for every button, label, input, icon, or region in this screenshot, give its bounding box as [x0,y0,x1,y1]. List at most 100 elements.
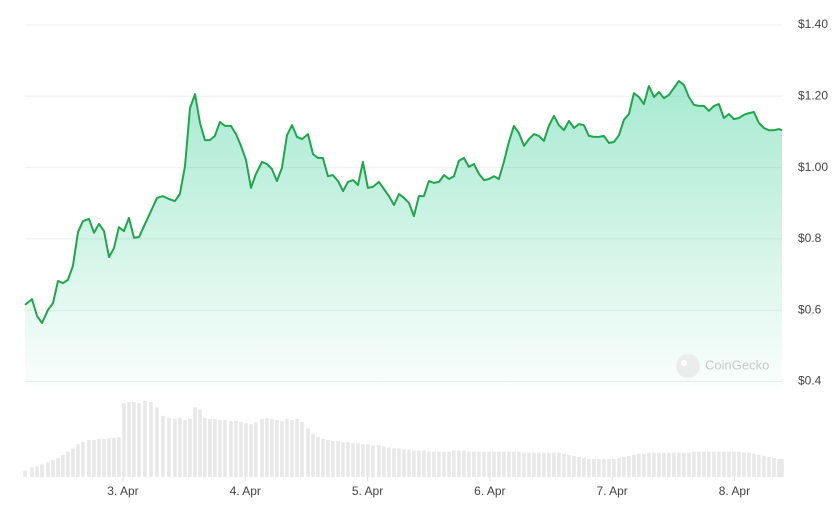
volume-bar [477,451,481,477]
volume-bar [732,451,736,477]
volume-bar [567,454,571,477]
volume-bar [244,423,248,477]
volume-bar [412,450,416,477]
volume-bar [87,440,91,477]
volume-bar [193,407,197,477]
price-line [24,80,783,324]
volume-bar [127,402,131,477]
volume-bar [667,452,671,477]
volume-bar [71,448,75,477]
volume-bar [597,459,601,477]
volume-bar [249,424,253,477]
volume-bar [617,458,621,477]
volume-bar [472,451,476,477]
volume-bar [229,421,233,477]
volume-bar [351,443,355,477]
volume-bar [61,454,65,477]
watermark-text: CoinGecko [705,357,769,372]
volume-bar [290,420,294,477]
volume-bar [336,441,340,477]
volume-bar [149,402,153,477]
volume-bar [707,451,711,477]
volume-bar [742,452,746,477]
volume-bar [387,447,391,477]
watermark: CoinGecko [676,354,769,378]
volume-bar [173,418,177,477]
volume-bar [295,418,299,477]
volume-bar [482,451,486,477]
volume-bar [35,466,39,477]
volume-bar [76,444,80,477]
volume-bar [632,454,636,477]
volume-bar [767,456,771,477]
volume-bar [178,417,182,477]
volume-bar [532,452,536,477]
volume-bar [311,433,315,477]
volume-bar [213,418,217,477]
volume-bar [265,417,269,477]
volume-bar [692,451,696,477]
volume-bar [326,440,330,477]
volume-bar [382,446,386,477]
volume-bar [442,451,446,477]
volume-bar [697,451,701,477]
volume-bar [687,452,691,477]
volume-bar [777,459,781,477]
volume-bar [56,458,60,477]
volume-bar [155,407,159,477]
volume-bar [161,415,165,477]
volume-bar [306,428,310,477]
volume-bar [582,458,586,477]
volume-bar [552,452,556,477]
volume-bar [218,420,222,477]
volume-bar [102,439,106,477]
volume-bar [23,470,27,477]
volume-bar [392,448,396,477]
volume-bar [167,417,171,477]
volume-bar [612,459,616,477]
volume-bar [547,452,551,477]
volume-bar [183,420,187,477]
watermark-logo-eye [681,360,687,366]
volume-bar [300,422,304,477]
volume-bar [662,452,666,477]
volume-bar [512,451,516,477]
volume-bar [572,455,576,477]
volume-bar [208,418,212,477]
volume-bar [397,448,401,477]
volume-bar [280,421,284,477]
volume-bar [677,452,681,477]
volume-bar [285,418,289,477]
volume-bar [417,450,421,477]
volume-bar [642,453,646,477]
volume-bar [66,451,70,477]
volume-bar [457,450,461,477]
volume-bar [427,451,431,477]
volume-bar [652,452,656,477]
volume-bar [622,456,626,477]
volume-bar [607,459,611,477]
volume-bar [107,437,111,477]
y-tick-label: $1.40 [798,17,828,31]
volume-bar [647,452,651,477]
volume-bar [772,458,776,477]
volume-bar [341,442,345,477]
y-tick-label: $1.00 [798,160,828,174]
volume-bar [366,444,370,477]
volume-bar [371,445,375,477]
watermark-logo [676,354,700,378]
volume-bar [137,403,141,477]
volume-bar [452,450,456,477]
volume-bar [522,452,526,477]
volume-bar [757,454,761,477]
volume-bar [112,437,116,477]
volume-bar [117,436,121,477]
y-tick-label: $0.8 [798,231,822,245]
volume-bar [321,439,325,477]
volume-bar [361,444,365,477]
volume-bar [747,452,751,477]
volume-bar [377,445,381,477]
volume-bar [132,402,136,477]
volume-bar [562,453,566,477]
